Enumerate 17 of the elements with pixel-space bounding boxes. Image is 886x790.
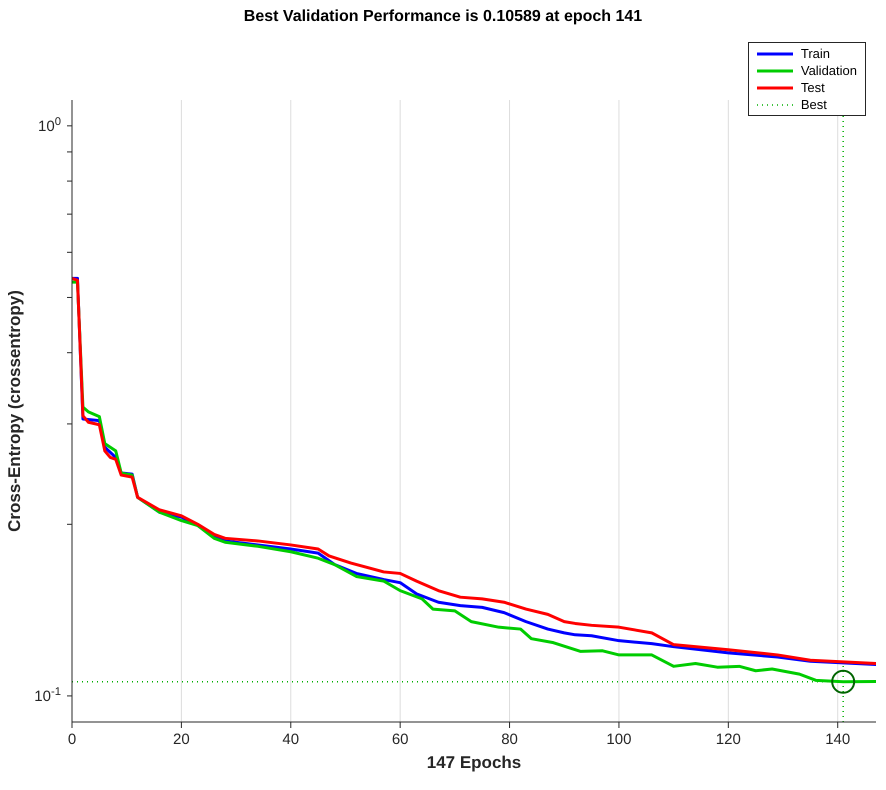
x-tick-label: 40 bbox=[282, 731, 300, 748]
y-tick-label: 10$^{-1}$ bbox=[34, 686, 61, 705]
x-tick-label: 0 bbox=[68, 731, 76, 748]
x-tick-label: 80 bbox=[501, 731, 518, 748]
y-axis-title: Cross-Entropy (crossentropy) bbox=[5, 290, 24, 532]
x-axis-title: 147 Epochs bbox=[426, 753, 522, 772]
legend-label: Validation bbox=[800, 62, 857, 79]
chart-title: Best Validation Performance is 0.10589 at epoch 141 bbox=[242, 8, 644, 26]
x-tick-label: 120 bbox=[716, 731, 741, 748]
legend-label: Test bbox=[800, 79, 825, 96]
x-tick-label: 140 bbox=[825, 731, 850, 748]
x-tick-label: 100 bbox=[606, 731, 632, 748]
x-tick-label: 20 bbox=[173, 731, 190, 748]
legend-label: Train bbox=[800, 45, 830, 62]
y-tick-label: 10$^{0}$ bbox=[38, 116, 61, 135]
x-tick-label: 60 bbox=[392, 731, 409, 748]
ref-line-label: Best bbox=[800, 96, 827, 113]
